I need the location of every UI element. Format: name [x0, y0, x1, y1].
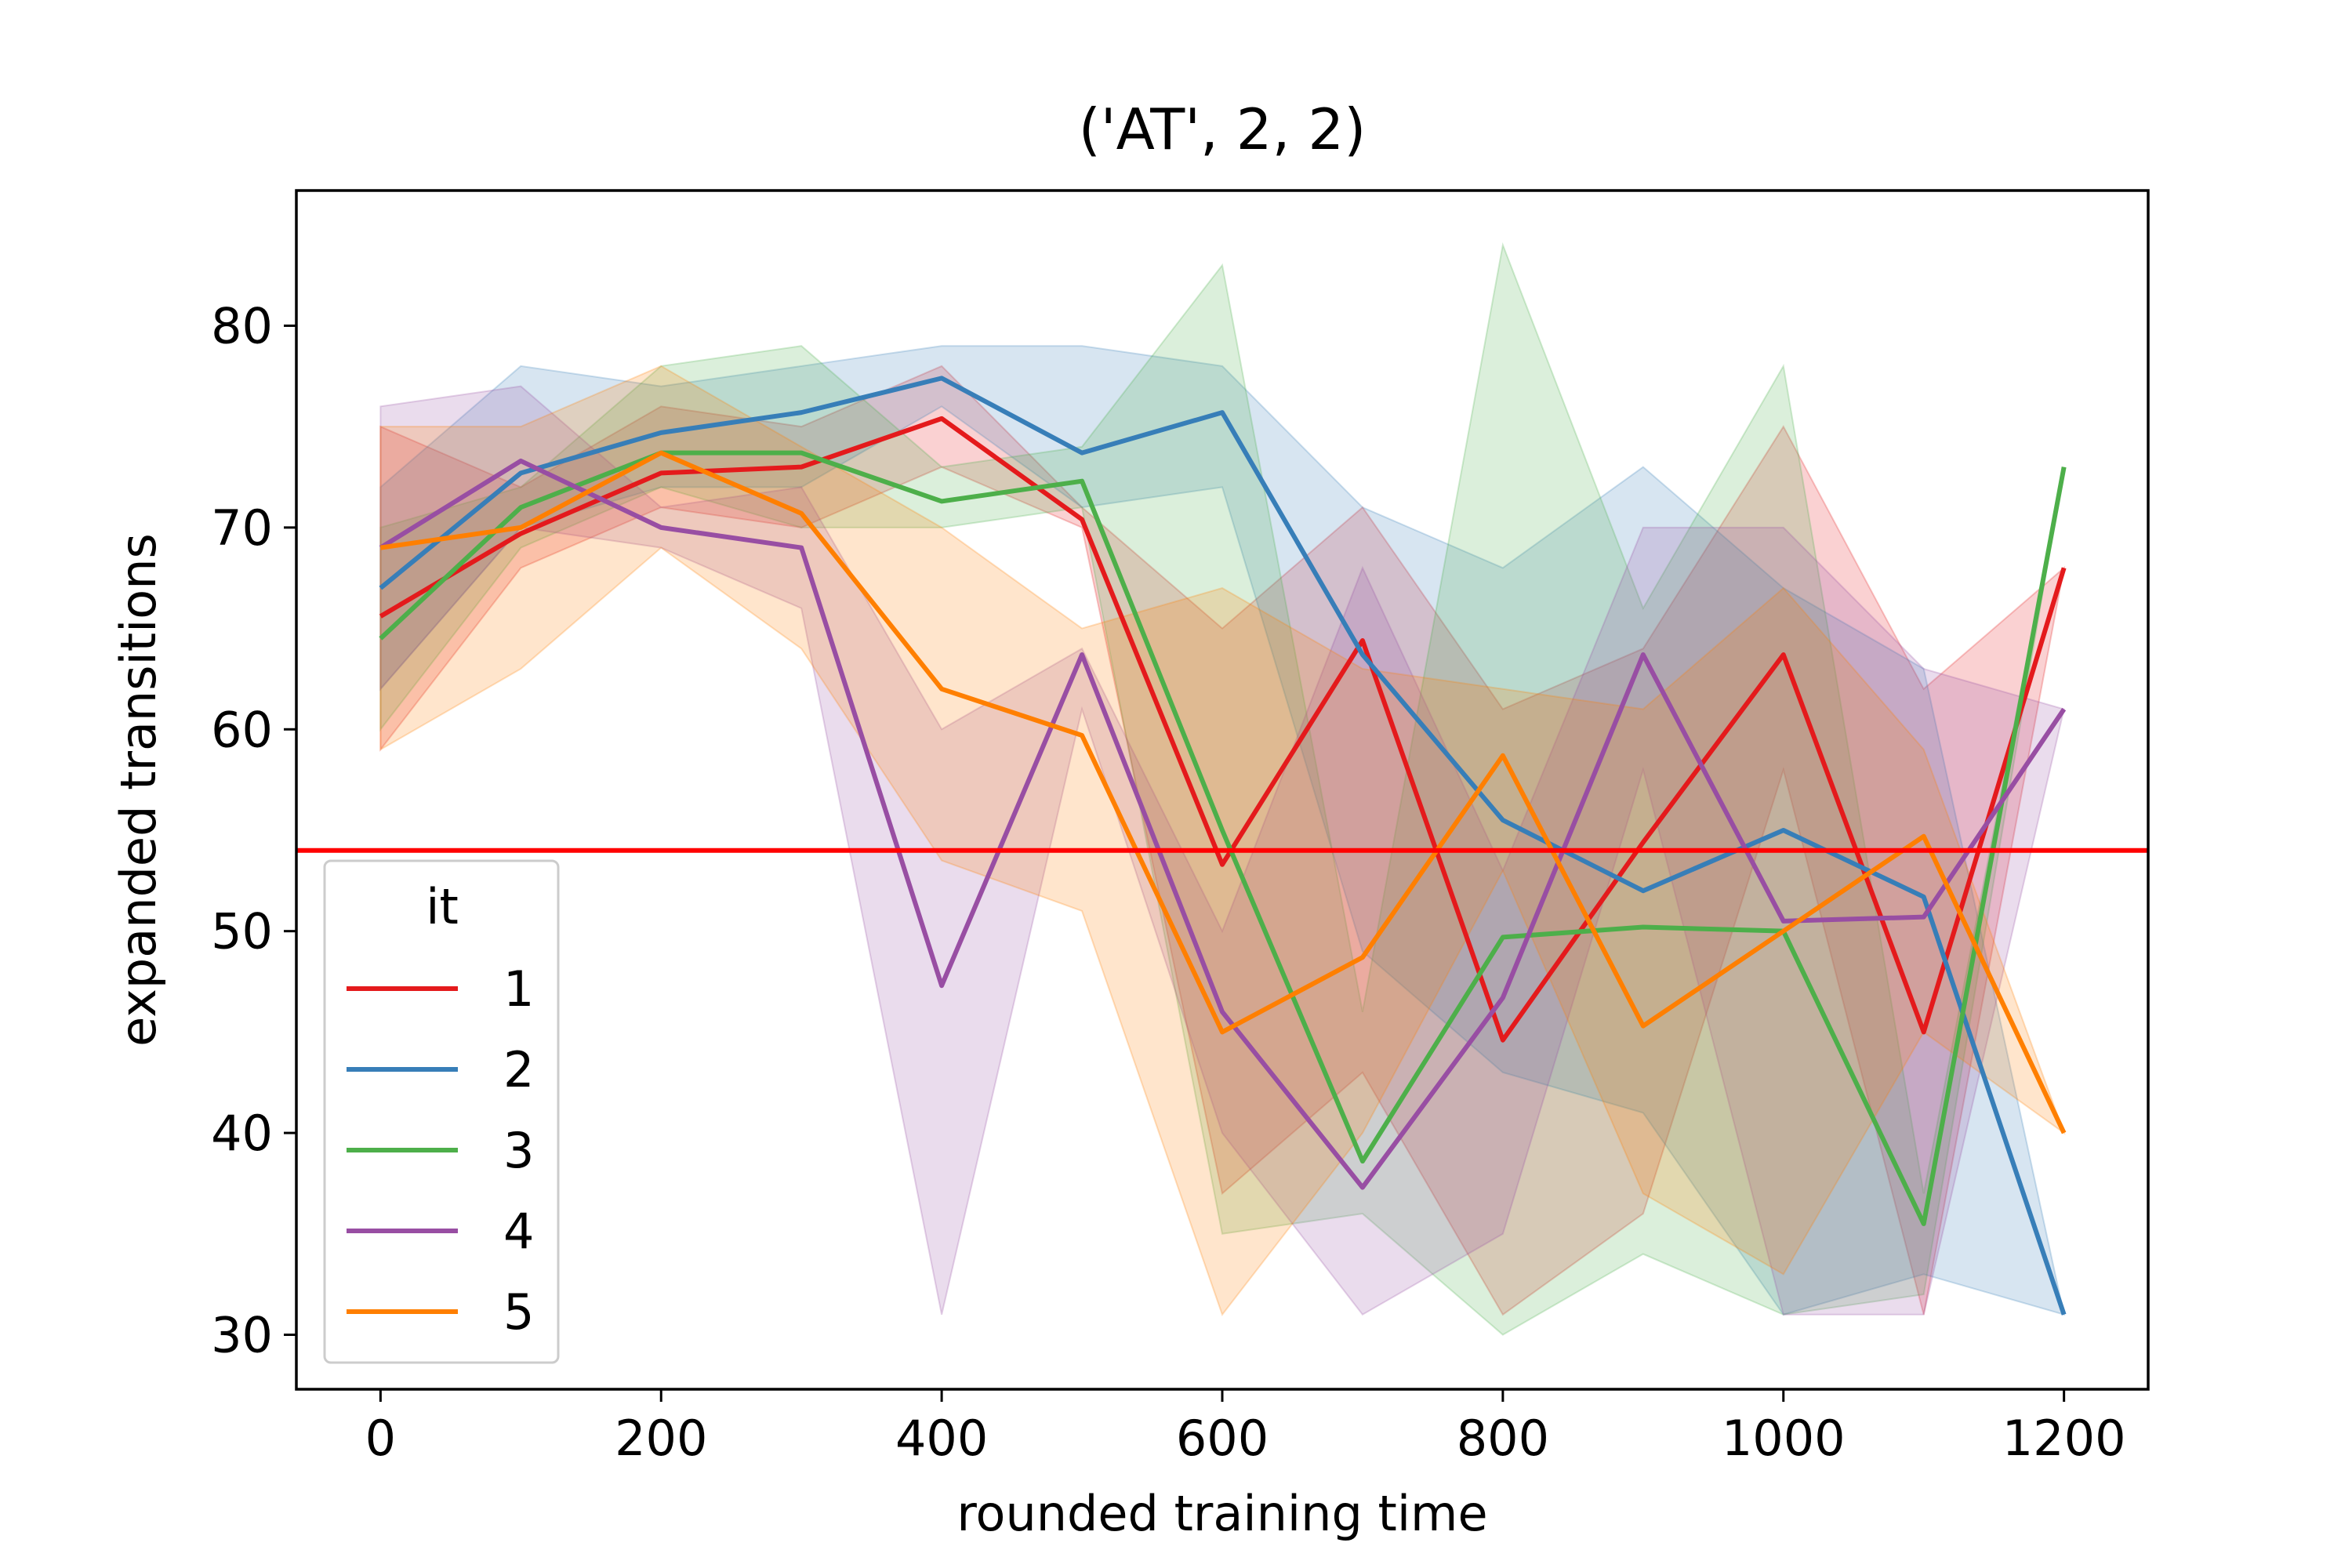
y-tick-label: 60	[211, 701, 273, 758]
confidence-band-5	[379, 365, 2066, 1316]
chart-title: ('AT', 2, 2)	[1079, 96, 1367, 162]
legend: it 1 2 3 4 5	[323, 859, 560, 1364]
legend-label-3: 3	[503, 1122, 534, 1179]
legend-label-5: 5	[503, 1283, 534, 1341]
legend-label-4: 4	[503, 1203, 534, 1260]
series-line-1	[379, 416, 2067, 1043]
confidence-band-4	[379, 385, 2065, 1316]
x-tick-label: 400	[895, 1410, 988, 1467]
legend-label-2: 2	[503, 1041, 534, 1098]
y-axis-label: expanded transitions	[110, 533, 167, 1047]
series-line-2	[379, 376, 2067, 1316]
legend-label-1: 1	[503, 960, 534, 1018]
y-tick-label: 50	[211, 903, 273, 960]
x-axis-ticks: 0 200 400 600 800 1000 1200	[365, 1389, 2126, 1467]
x-tick-label: 800	[1457, 1410, 1549, 1467]
series-line-4	[379, 458, 2067, 1190]
confidence-band-3	[379, 241, 2065, 1336]
y-tick-label: 30	[211, 1307, 273, 1364]
x-axis-label: rounded training time	[956, 1485, 1487, 1542]
y-tick-label: 70	[211, 499, 273, 557]
confidence-band-2	[379, 345, 2065, 1316]
series-lines	[379, 376, 2067, 1316]
x-tick-label: 200	[615, 1410, 707, 1467]
x-tick-label: 600	[1176, 1410, 1269, 1467]
legend-title: it	[426, 878, 459, 935]
x-tick-label: 1000	[1722, 1410, 1846, 1467]
confidence-bands	[379, 241, 2066, 1336]
x-tick-label: 1200	[2002, 1410, 2126, 1467]
y-tick-label: 80	[211, 297, 273, 354]
y-tick-label: 40	[211, 1105, 273, 1162]
legend-items: 1 2 3 4 5	[347, 960, 534, 1341]
x-tick-label: 0	[365, 1410, 396, 1467]
series-line-5	[379, 450, 2067, 1134]
y-axis-ticks: 30 40 50 60 70 80	[211, 297, 296, 1364]
